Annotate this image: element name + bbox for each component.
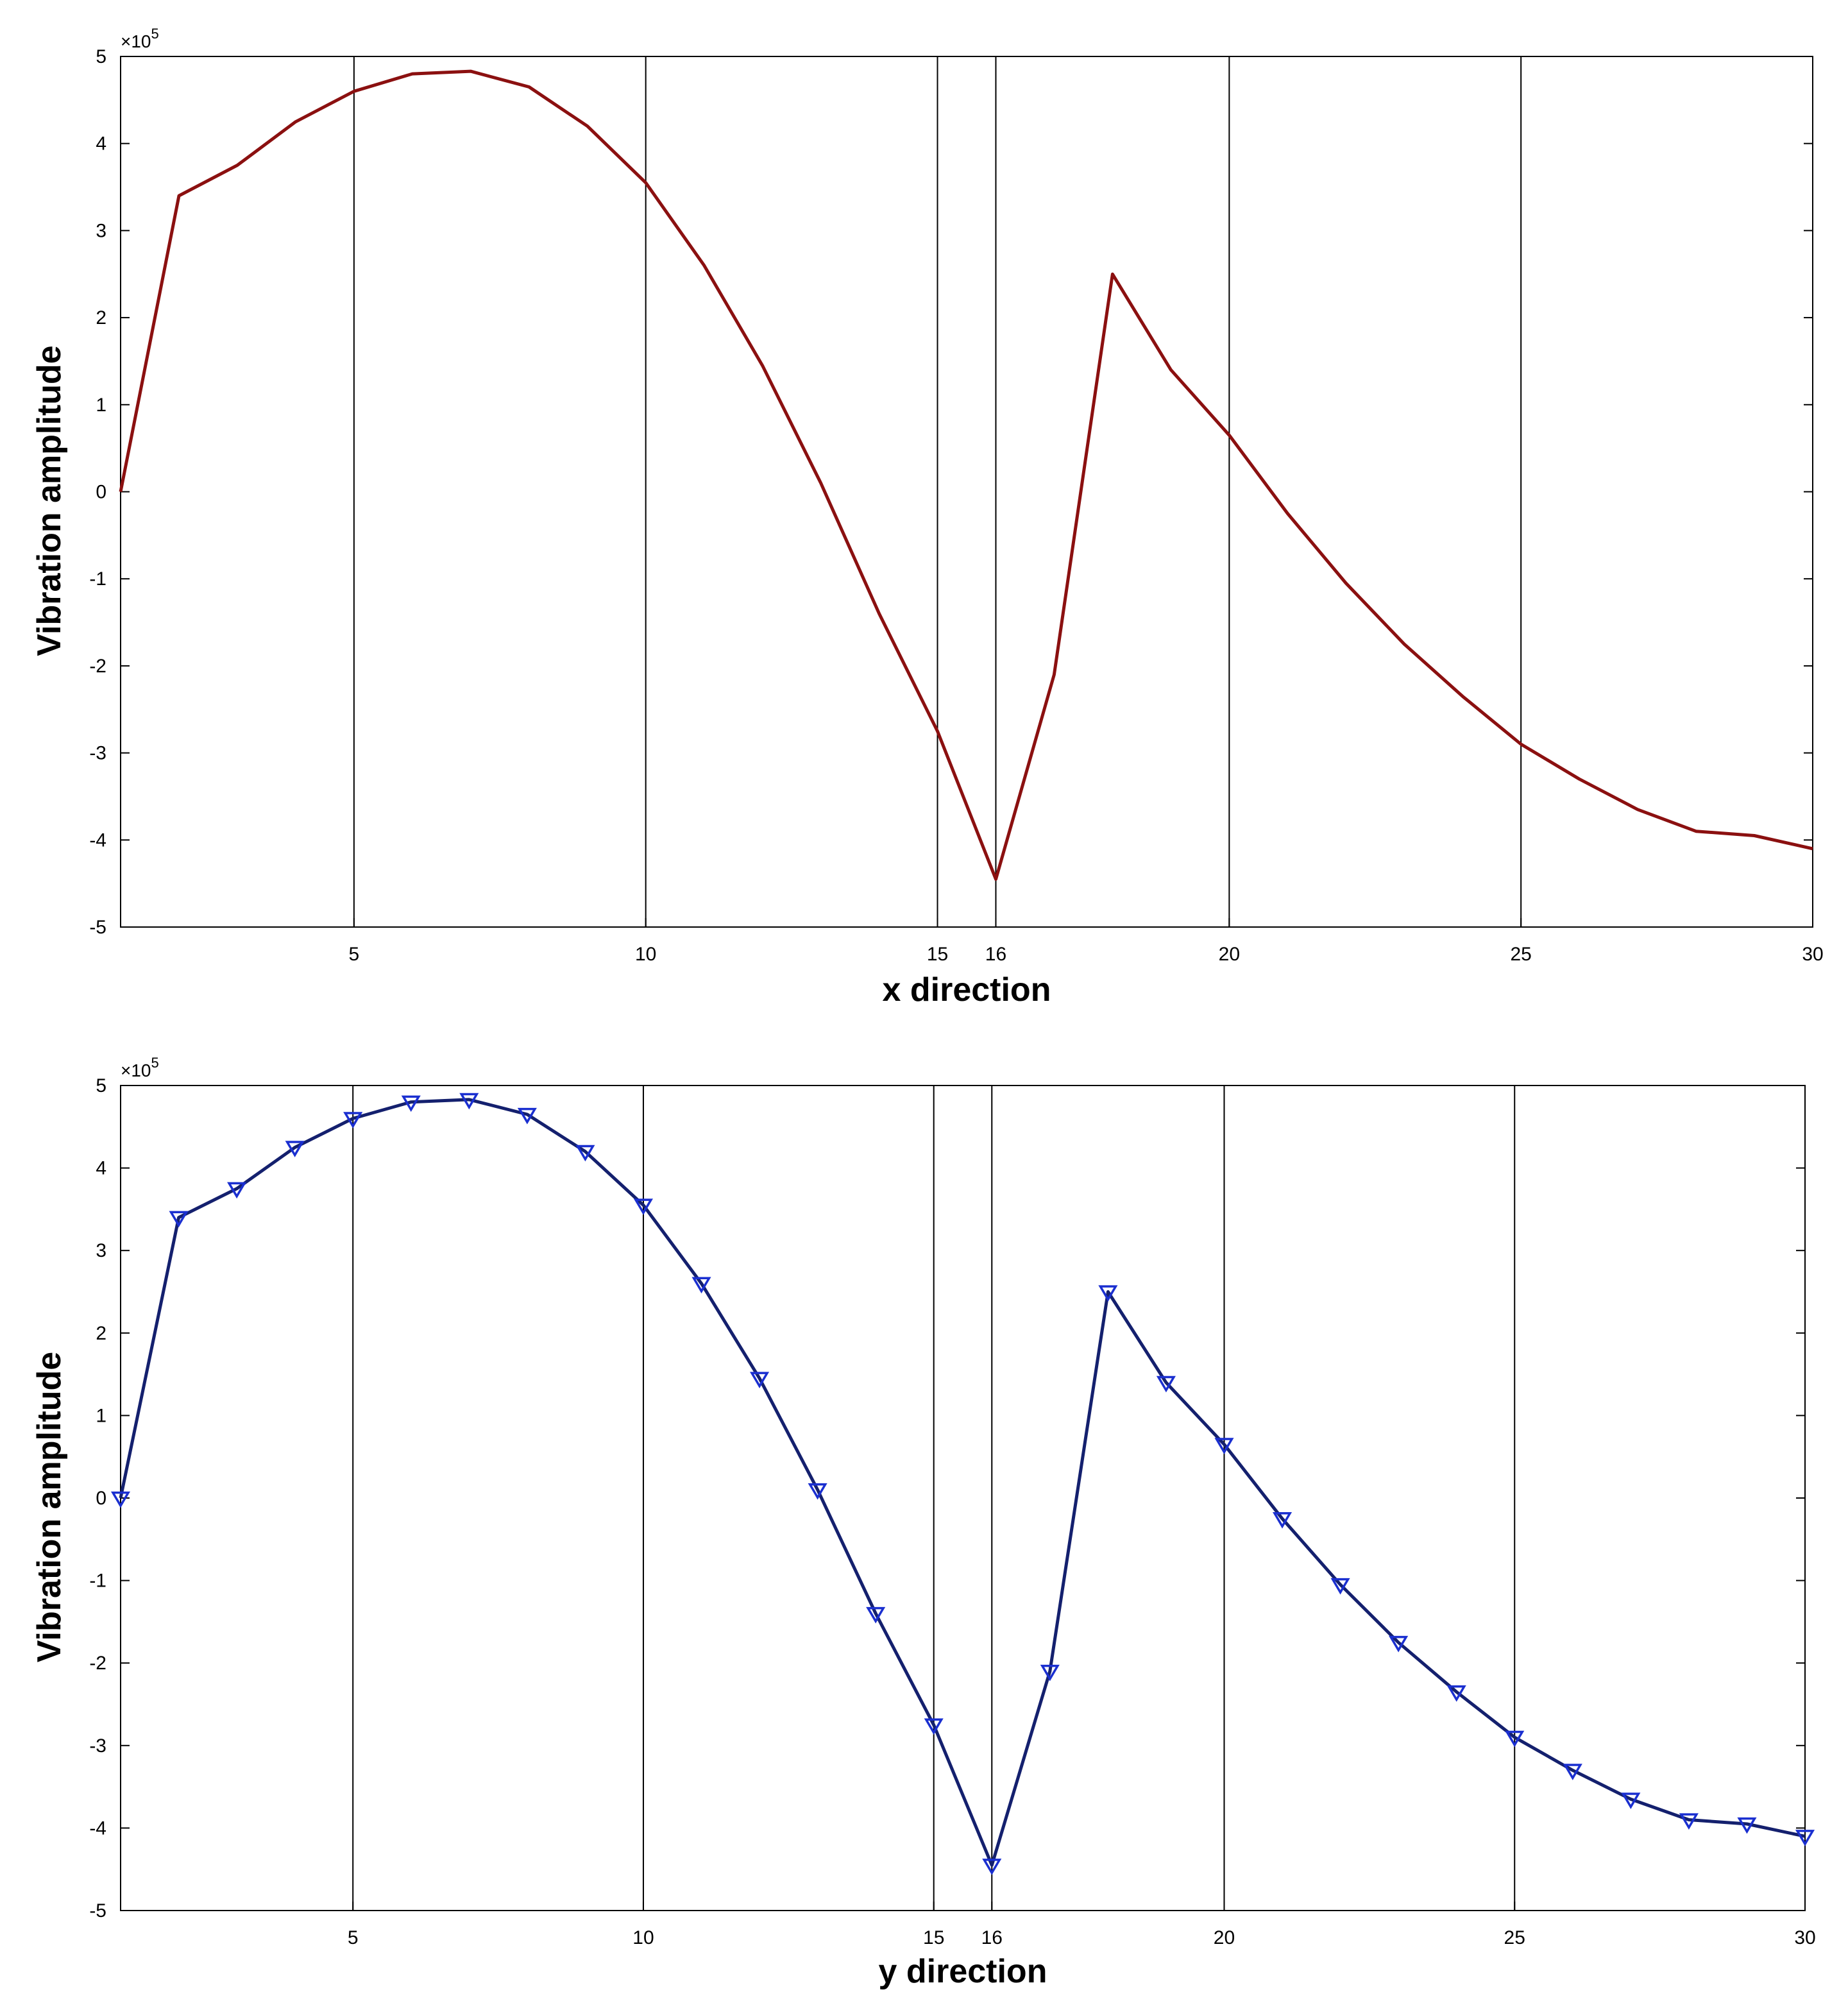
- data-point: [1330, 1578, 1350, 1595]
- y-tick-label: 5: [96, 1075, 106, 1096]
- y-tick-label: 0: [96, 1488, 106, 1509]
- x-tick-label: 10: [635, 944, 656, 965]
- series-line: [119, 69, 1813, 881]
- y-tick-label: -1: [89, 1571, 106, 1592]
- y-tick-label: -2: [89, 656, 106, 677]
- data-point: [691, 1277, 711, 1294]
- data-point: [1446, 1685, 1466, 1702]
- data-point: [1505, 1730, 1525, 1748]
- y-axis-label: Vibration amplitude: [31, 345, 68, 656]
- data-point: [808, 1483, 827, 1500]
- y-tick-label: -4: [89, 1818, 106, 1839]
- data-point: [1214, 1438, 1234, 1454]
- data-point: [1563, 1764, 1582, 1780]
- y-tick-label: 3: [96, 1240, 106, 1261]
- data-point: [1621, 1792, 1641, 1809]
- chart-panel-2: -5 -4 -3 -2 -1 0 1 2 3 4 5 5 10 15 16 20 25 30 ×105 y direc…: [31, 1055, 1816, 1990]
- x-tick-label: 30: [1794, 1927, 1815, 1948]
- y-tick-label: -3: [89, 743, 106, 764]
- y-tick-label: 2: [96, 307, 106, 328]
- data-point: [1098, 1285, 1118, 1302]
- data-point: [1737, 1817, 1757, 1834]
- x-tick-label: 5: [349, 944, 360, 965]
- data-point: [982, 1859, 1002, 1875]
- y-tick-label: -5: [89, 1900, 106, 1921]
- data-point: [575, 1145, 595, 1162]
- x-tick-label: 25: [1504, 1927, 1525, 1948]
- y-tick-label: -3: [89, 1735, 106, 1757]
- y-tick-label: -4: [89, 830, 106, 851]
- plot-frame: [120, 1085, 1806, 1911]
- x-tick-label: 20: [1214, 1927, 1235, 1948]
- x-tick-label: 10: [632, 1927, 654, 1948]
- y-tick-label: 4: [96, 1158, 106, 1179]
- data-point: [1389, 1635, 1409, 1653]
- y-tick-label: 1: [96, 395, 106, 416]
- data-point: [1795, 1830, 1815, 1846]
- data-point: [1040, 1664, 1060, 1682]
- data-point: [1272, 1512, 1293, 1529]
- data-point: [866, 1606, 886, 1624]
- x-tick-label: 5: [348, 1927, 359, 1948]
- data-point: [110, 1491, 131, 1508]
- data-point: [227, 1182, 247, 1199]
- data-point: [169, 1211, 189, 1228]
- data-point: [1156, 1375, 1176, 1393]
- y-tick-label: 2: [96, 1323, 106, 1344]
- x-axis-label: x direction: [883, 971, 1051, 1009]
- x-tick-label: 16: [985, 944, 1006, 965]
- y-axis-label: Vibration amplitude: [31, 1352, 68, 1662]
- y-multiplier: ×105: [121, 1055, 159, 1080]
- y-tick-label: -2: [89, 1653, 106, 1674]
- y-tick-label: 0: [96, 482, 106, 503]
- data-point: [924, 1718, 944, 1735]
- x-tick-label: 15: [927, 944, 948, 965]
- data-point: [633, 1198, 654, 1215]
- y-tick-label: 1: [96, 1405, 106, 1426]
- series-line: [119, 1098, 1806, 1867]
- x-axis-label: y direction: [879, 1953, 1047, 1990]
- y-tick-label: 5: [96, 46, 106, 67]
- y-tick-label: -5: [89, 917, 106, 938]
- x-tick-label: 20: [1219, 944, 1240, 965]
- data-point: [285, 1141, 305, 1157]
- x-tick-label: 15: [923, 1927, 944, 1948]
- data-point: [459, 1093, 479, 1110]
- data-point: [750, 1372, 770, 1388]
- data-point: [343, 1112, 363, 1128]
- data-point: [1679, 1813, 1699, 1830]
- data-point: [401, 1095, 421, 1112]
- x-tick-label: 30: [1802, 944, 1823, 965]
- x-tick-label: 25: [1510, 944, 1531, 965]
- chart-panel-1: -5 -4 -3 -2 -1 0 1 2 3 4 5 5 10 15 16 20 25 30 ×105 x direc…: [31, 26, 1824, 1009]
- x-tick-label: 16: [981, 1927, 1003, 1948]
- y-tick-label: -1: [89, 568, 106, 590]
- y-multiplier: ×105: [121, 26, 159, 51]
- y-tick-label: 3: [96, 220, 106, 241]
- plot-frame: [120, 56, 1813, 928]
- data-point: [517, 1107, 537, 1125]
- y-tick-label: 4: [96, 133, 106, 155]
